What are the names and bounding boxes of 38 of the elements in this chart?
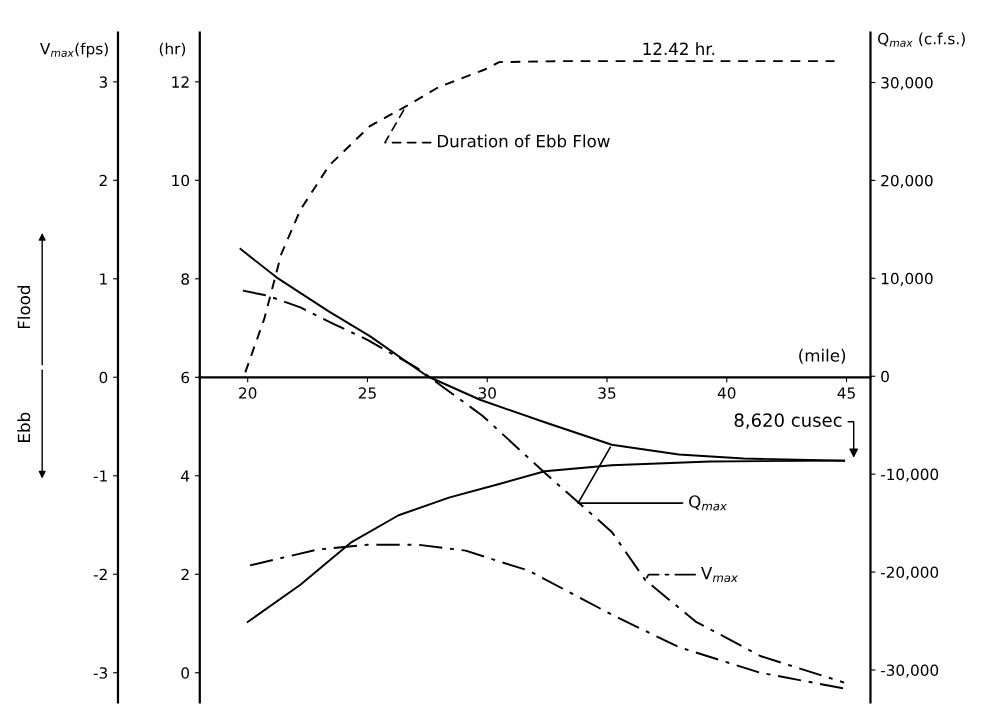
y-tick-label: 0: [181, 667, 190, 679]
y2-tick-label: -20,000: [880, 566, 939, 580]
x-tick-label: 25: [358, 387, 376, 399]
y-tick-label: 6: [181, 371, 190, 384]
x-axis-title: (mile): [799, 348, 846, 364]
y-tick-label: 2: [181, 568, 189, 581]
text: Ebb: [17, 412, 31, 442]
legend-label: V$_{max}$: [701, 567, 738, 583]
y3-tick-label: -1: [93, 470, 107, 482]
y3-axis-title: V$_{max}$(fps): [40, 42, 108, 58]
y3-tick-label: 3: [99, 76, 108, 88]
y2-tick-label: 10,000: [881, 272, 933, 286]
y3-tick-label: -3: [93, 667, 108, 679]
text: Q$_{max}$: [689, 495, 727, 511]
x-tick-label: 20: [239, 387, 257, 399]
x-tick-label: 40: [717, 387, 736, 399]
x-tick-label: 45: [837, 387, 855, 399]
y3-tick-label: 1: [100, 273, 107, 285]
y-tick-label: 12: [172, 76, 189, 88]
annotation: 8,620 cusec: [734, 413, 842, 429]
y3-tick-label: 0: [99, 371, 108, 384]
y2-tick-label: -30,000: [880, 664, 939, 678]
y-axis-title: (hr): [159, 42, 186, 57]
text: Flood: [17, 286, 31, 329]
annotation: 12.42 hr.: [643, 42, 715, 55]
y2-tick-label: 0: [881, 370, 889, 383]
y-tick-label: 4: [181, 470, 190, 482]
y2-tick-label: -10,000: [880, 468, 939, 482]
y2-axis-title: Q$_{max}$ (c.f.s.): [878, 32, 965, 47]
y3-tick-label: 2: [99, 174, 107, 187]
x-tick-label: 30: [478, 387, 496, 399]
text: Duration of Ebb Flow: [437, 134, 610, 148]
y2-tick-label: 20,000: [881, 174, 933, 188]
y-tick-label: 8: [181, 273, 190, 285]
y2-tick-label: 30,000: [881, 76, 933, 91]
y3-tick-label: -2: [93, 568, 107, 581]
x-tick-label: 35: [598, 387, 616, 399]
y-tick-label: 10: [172, 174, 190, 187]
